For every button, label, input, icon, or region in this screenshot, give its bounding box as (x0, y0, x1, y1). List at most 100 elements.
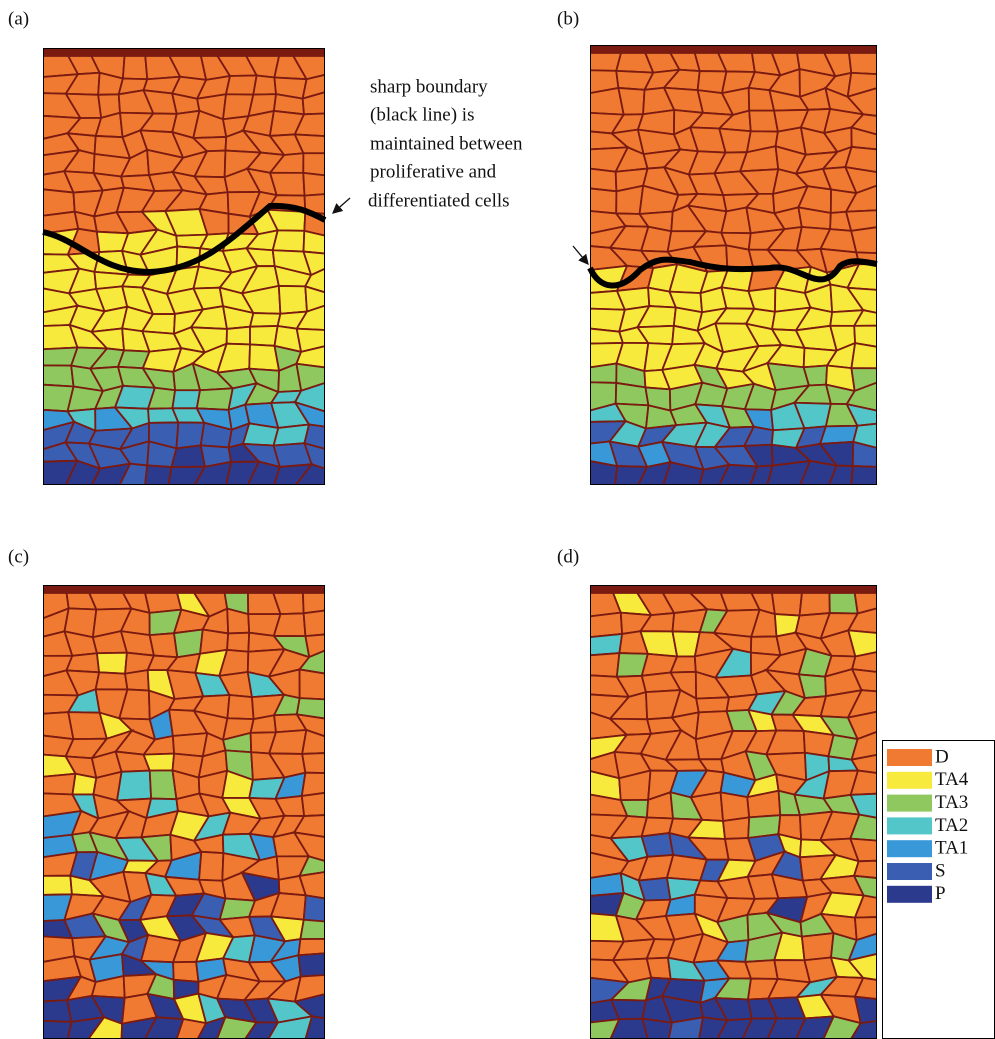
cell (117, 771, 151, 801)
annotation: proliferative and (370, 161, 497, 182)
cell (250, 313, 280, 327)
cell (590, 653, 619, 677)
cell (719, 128, 750, 152)
annotation: sharp boundary (370, 76, 488, 97)
cell-panel (43, 585, 325, 1039)
legend-swatch (887, 840, 932, 857)
annotation: maintained between (370, 133, 523, 154)
cell (72, 774, 96, 795)
cell (802, 933, 834, 960)
cell (590, 329, 623, 344)
cell (227, 695, 253, 719)
cell (851, 466, 877, 485)
cell (590, 188, 616, 213)
annotation: (black line) is (370, 104, 474, 125)
cell (618, 88, 644, 115)
cell (639, 878, 671, 901)
cell (829, 593, 857, 614)
legend-swatch (887, 817, 932, 834)
cell (145, 465, 171, 485)
cell (590, 363, 617, 382)
cell (270, 173, 304, 196)
cell (800, 593, 830, 616)
legend-label: TA1 (935, 838, 968, 859)
cell (43, 365, 74, 386)
cell (227, 327, 250, 345)
cell (279, 286, 307, 314)
arrow (333, 198, 350, 213)
panel-label: (b) (557, 8, 579, 29)
panel-label: (d) (557, 546, 579, 567)
cell (300, 669, 325, 699)
cell (745, 960, 778, 979)
cell (851, 227, 877, 253)
cell (226, 75, 257, 94)
cell (172, 390, 200, 408)
cell (772, 593, 802, 616)
cell (43, 774, 75, 795)
cell (303, 231, 325, 254)
cell (302, 793, 325, 816)
legend-label: S (935, 860, 946, 881)
cell (66, 653, 99, 672)
cell (647, 958, 671, 979)
legend-label: TA4 (935, 769, 969, 790)
cell (243, 423, 278, 445)
arrow (573, 246, 588, 264)
cell (642, 1019, 672, 1039)
cell (590, 169, 616, 192)
cell (642, 833, 674, 857)
cell (300, 920, 325, 939)
cell (250, 326, 278, 346)
cell (173, 733, 207, 756)
cell (590, 634, 622, 655)
cell (749, 111, 778, 132)
cell (721, 792, 750, 821)
legend-swatch (887, 749, 932, 766)
cell (96, 672, 128, 689)
legend-swatch (887, 886, 932, 903)
cell (123, 56, 147, 79)
figure: (a) (b) (c) (d) sharp boundary (black li… (0, 0, 995, 1039)
cell (304, 895, 325, 921)
legend-label: P (935, 883, 946, 904)
cell (590, 873, 624, 896)
cell (269, 730, 306, 754)
legend-label: TA2 (935, 815, 968, 836)
cell (197, 388, 233, 410)
cell (804, 365, 827, 385)
cell (590, 461, 617, 485)
panel-label: (c) (8, 546, 29, 567)
cell (696, 697, 729, 712)
cell (304, 610, 325, 636)
legend-label: TA3 (935, 792, 968, 813)
cell (43, 876, 72, 895)
legend-swatch (887, 772, 932, 789)
cell (302, 753, 325, 773)
cell (125, 670, 149, 690)
annotation: differentiated cells (368, 190, 510, 211)
cell (173, 962, 198, 982)
legend-swatch (887, 863, 932, 880)
cell (144, 754, 174, 771)
cell (298, 953, 325, 976)
legend-swatch (887, 795, 932, 812)
cell (616, 186, 643, 214)
cell (172, 445, 206, 467)
cell-panel (590, 45, 877, 485)
cell (199, 852, 223, 881)
cell (303, 173, 325, 196)
cell (43, 1021, 72, 1039)
legend-label: D (935, 746, 949, 767)
cell (97, 653, 127, 674)
cell (616, 383, 649, 405)
panel-label: (a) (8, 8, 29, 29)
cell (150, 633, 178, 657)
cell (303, 153, 325, 175)
cell (227, 633, 249, 652)
cell (849, 53, 877, 74)
cell (590, 613, 622, 637)
cell (174, 629, 203, 657)
cell-panel (590, 585, 877, 1039)
cell (273, 230, 305, 251)
